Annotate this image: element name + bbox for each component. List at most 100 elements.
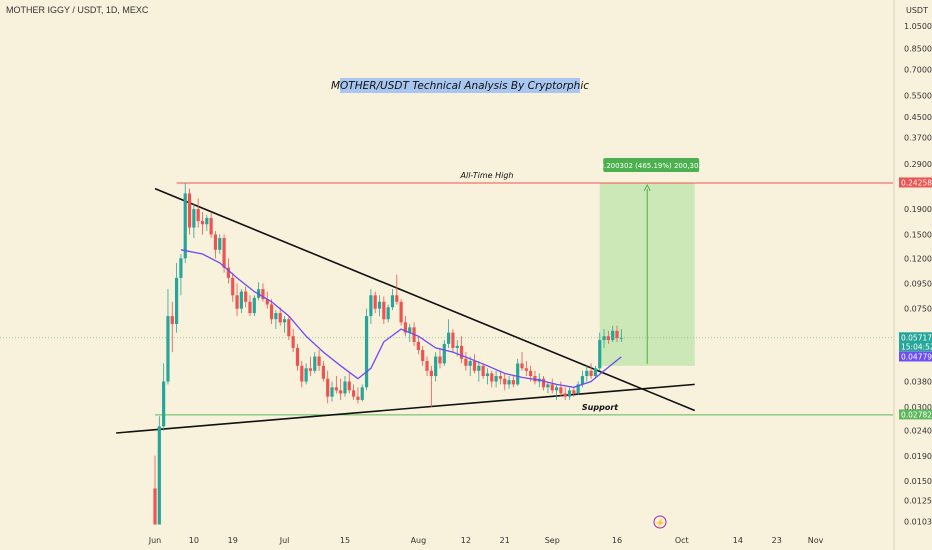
- candle-33: [295, 343, 300, 371]
- candle-36: [308, 356, 313, 377]
- candle-49: [364, 308, 369, 391]
- candle-body: [498, 376, 503, 379]
- candle-body: [248, 301, 252, 314]
- candle-52: [377, 295, 382, 317]
- candle-body: [619, 337, 623, 339]
- candle-0: [153, 455, 157, 525]
- candle-body: [183, 193, 187, 259]
- candle-58: [403, 316, 408, 337]
- candle-body: [317, 356, 321, 366]
- candle-body: [304, 368, 308, 382]
- candle-40: [326, 370, 330, 404]
- candle-38: [317, 350, 321, 371]
- candle-body: [580, 376, 585, 385]
- y-tick-label: 0.012500: [904, 497, 932, 506]
- x-tick-label: 19: [228, 536, 238, 545]
- candle-body: [352, 390, 356, 397]
- measure-label: 0.200302 (465.19%) 200,302: [600, 162, 703, 170]
- y-tick-label: 0.075000: [904, 305, 932, 314]
- y-tick-label: 0.450000: [904, 113, 932, 122]
- candle-57: [399, 299, 403, 326]
- moving-average-line: [180, 249, 622, 388]
- candle-body: [503, 378, 507, 385]
- trendline-ascending-support: [116, 383, 695, 434]
- candle-10: [196, 198, 200, 228]
- candle-54: [386, 304, 390, 323]
- x-tick-label: 23: [772, 536, 782, 545]
- candle-body: [291, 336, 295, 348]
- candle-body: [200, 221, 205, 225]
- candle-body: [429, 370, 433, 377]
- candle-69: [451, 329, 455, 353]
- candle-5: [174, 262, 179, 333]
- candle-102: [593, 365, 598, 379]
- candle-body: [403, 322, 408, 333]
- candle-body: [395, 295, 399, 302]
- candle-46: [352, 384, 356, 400]
- candle-body: [377, 301, 382, 309]
- candle-101: [589, 363, 593, 379]
- candle-body: [308, 368, 313, 371]
- candle-47: [356, 387, 360, 404]
- x-tick-label: Oct: [675, 536, 689, 545]
- candle-48: [360, 384, 364, 402]
- candle-98: [576, 381, 580, 396]
- candle-body: [356, 396, 360, 400]
- chart-title: MOTHER/USDT Technical Analysis By Crypto…: [331, 80, 589, 92]
- candle-body: [295, 347, 300, 366]
- candle-body: [546, 384, 550, 388]
- y-tick-label: 0.015000: [904, 477, 932, 486]
- y-tick-label: 0.120000: [904, 254, 932, 263]
- candle-body: [239, 291, 243, 309]
- candle-74: [472, 354, 477, 374]
- candle-104: [602, 329, 606, 348]
- candle-body: [572, 390, 576, 394]
- candle-body: [196, 209, 200, 222]
- y-tick-label: 0.190000: [904, 205, 932, 214]
- candle-19: [235, 283, 239, 317]
- candle-body: [373, 295, 377, 309]
- x-tick-label: Jul: [279, 536, 290, 545]
- candle-14: [213, 230, 218, 259]
- candle-body: [399, 301, 403, 323]
- candle-78: [490, 370, 494, 388]
- candle-body: [278, 313, 282, 323]
- y-tick-label: 0.150000: [904, 230, 932, 239]
- candle-56: [395, 274, 399, 305]
- candle-96: [567, 387, 572, 400]
- candle-body: [408, 327, 412, 333]
- candle-body: [481, 365, 485, 377]
- candle-85: [520, 352, 524, 371]
- x-tick-label: 10: [189, 536, 199, 545]
- candle-84: [516, 358, 520, 386]
- x-tick-label: Aug: [411, 536, 427, 545]
- candle-body: [179, 258, 183, 278]
- x-tick-label: 21: [500, 536, 510, 545]
- candle-body: [339, 390, 343, 394]
- candle-75: [477, 361, 481, 382]
- candle-body: [593, 368, 598, 377]
- y-tick-label: 0.038000: [904, 378, 932, 387]
- candle-body: [347, 381, 351, 391]
- candle-body: [330, 387, 334, 397]
- candle-6: [179, 253, 183, 296]
- candle-body: [386, 307, 390, 320]
- candle-body: [231, 277, 235, 296]
- candle-15: [218, 234, 222, 254]
- candle-body: [244, 291, 248, 302]
- candle-body: [421, 350, 425, 362]
- x-tick-label: Jun: [148, 536, 162, 545]
- candle-68: [447, 319, 451, 348]
- candle-105: [606, 330, 610, 344]
- candle-body: [300, 365, 304, 382]
- candle-42: [334, 376, 338, 394]
- candle-body: [218, 238, 222, 250]
- candle-body: [606, 336, 610, 340]
- candle-body: [468, 361, 472, 366]
- candle-91: [546, 381, 550, 394]
- price-tag-countdown: [899, 341, 932, 352]
- candle-body: [170, 316, 174, 325]
- candle-80: [498, 370, 503, 385]
- price-tag-current: [899, 332, 932, 343]
